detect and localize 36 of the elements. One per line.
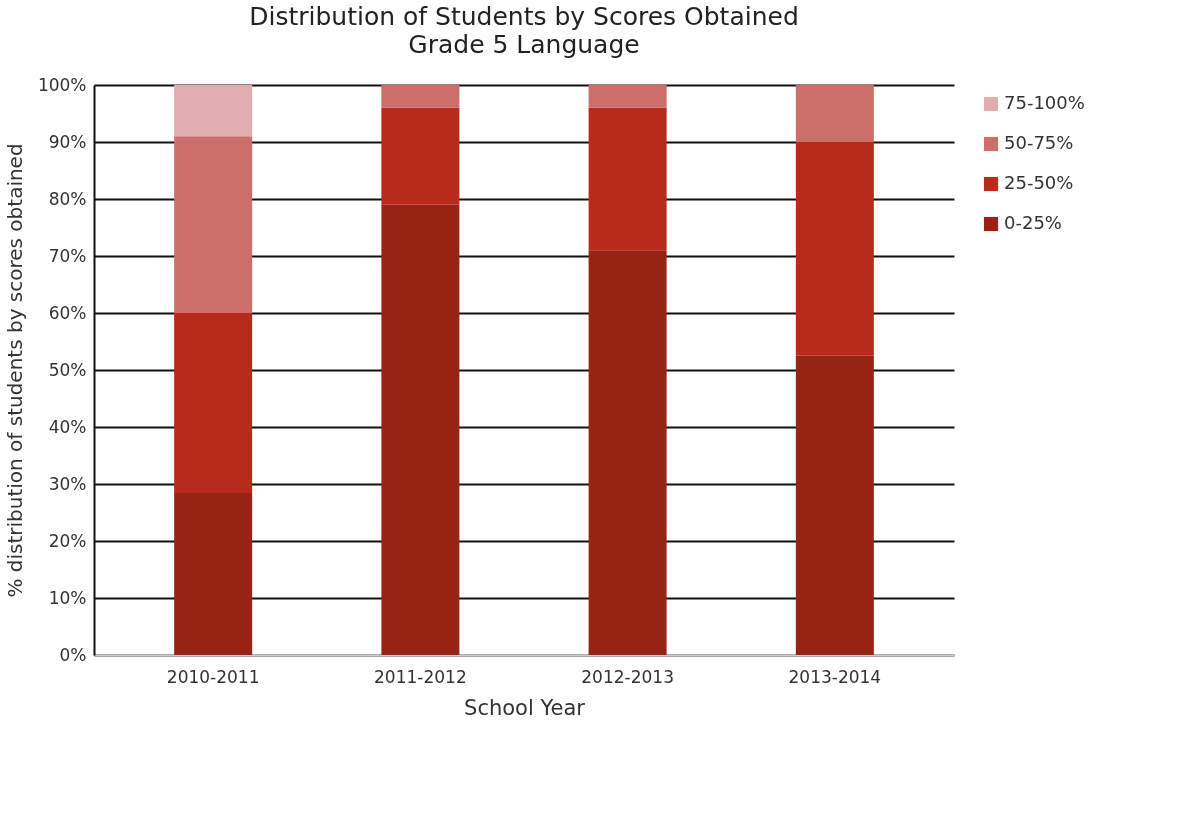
bar [588,85,667,108]
y-tick-label: 70% [48,245,87,266]
bar [174,136,253,313]
y-tick-label: 20% [48,530,87,551]
y-tick-label: 0% [59,644,87,665]
x-tick-label: 2012-2013 [581,666,674,687]
legend-label: 75-100% [1004,92,1085,113]
bar [381,107,460,205]
bar [588,250,667,655]
bar [174,85,253,137]
legend-label: 25-50% [1004,172,1074,193]
x-tick-label: 2011-2012 [374,666,467,687]
y-tick-label: 40% [48,416,87,437]
x-axis-title: School Year [464,695,586,720]
y-tick-label: 90% [48,131,87,152]
bar [588,107,667,251]
x-tick-label: 2010-2011 [166,666,260,687]
y-tick-label: 100% [37,74,87,95]
bar [174,313,253,494]
legend-label: 50-75% [1004,132,1074,153]
bar [795,355,874,655]
y-axis-title: % distribution of students by scores obtained [2,143,27,598]
bar [174,493,253,655]
chart-title: Distribution of Students by Scores Obtained [249,2,799,31]
bar [381,85,460,108]
bar [795,142,874,356]
y-tick-label: 30% [48,473,87,494]
bar [795,85,874,142]
y-tick-label: 60% [48,302,87,323]
legend-label: 0-25% [1004,212,1062,233]
y-tick-label: 10% [48,587,87,608]
y-tick-label: 50% [48,359,87,380]
y-tick-label: 80% [48,188,87,209]
chart-subtitle: Grade 5 Language [408,30,640,59]
bar [381,204,460,655]
x-tick-label: 2013-2014 [788,666,882,687]
